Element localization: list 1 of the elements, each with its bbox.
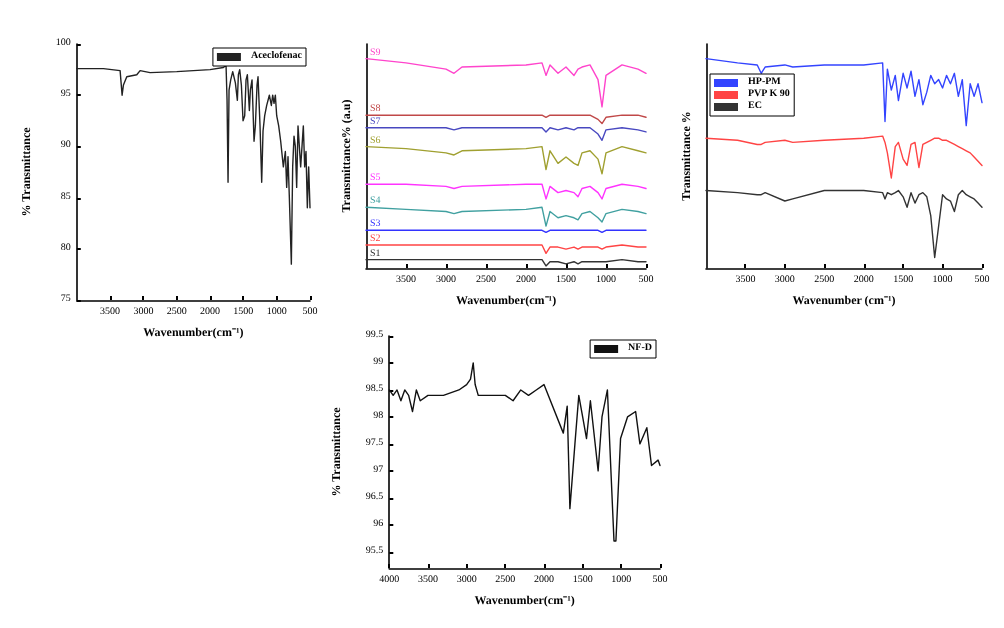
line-series [388, 362, 661, 542]
